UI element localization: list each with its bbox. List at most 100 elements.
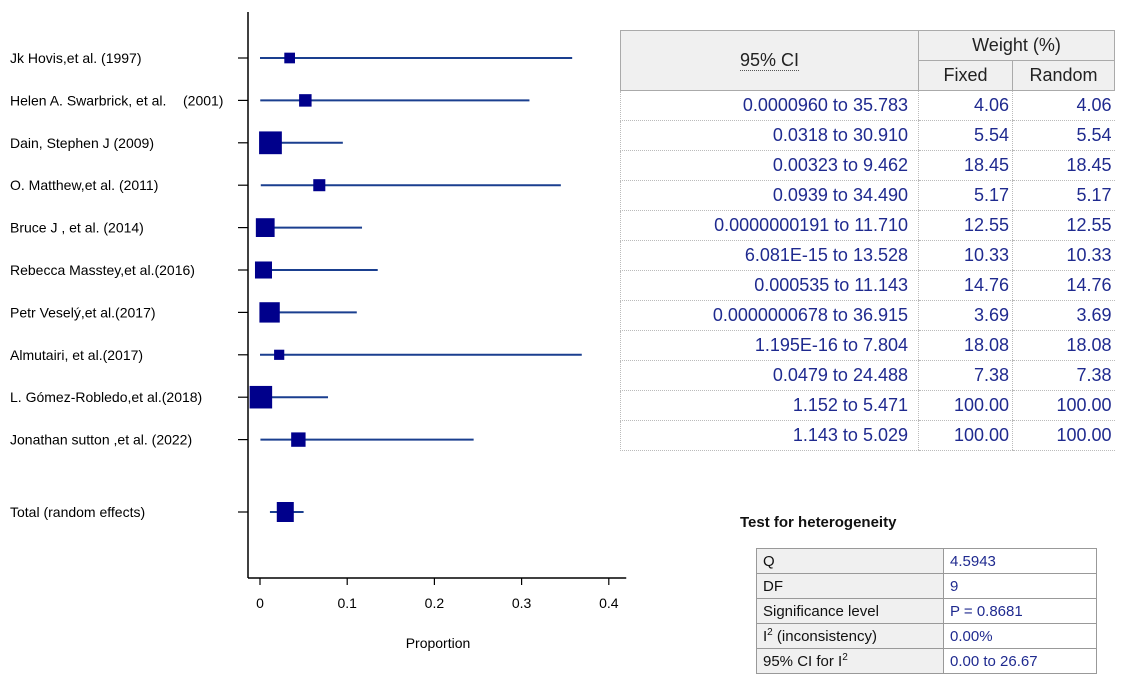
heterogeneity-row: Q 4.5943 bbox=[756, 548, 1097, 574]
study-marker bbox=[255, 218, 275, 237]
ci-cell: 0.0479 to 24.488 bbox=[620, 360, 919, 391]
ci-table-row: 1.195E-16 to 7.804 18.08 18.08 bbox=[620, 330, 1115, 361]
random-weight-cell: 10.33 bbox=[1012, 240, 1115, 271]
random-weight-cell: 100.00 bbox=[1012, 390, 1115, 421]
study-label: Almutairi, et al.(2017) bbox=[10, 347, 143, 363]
random-weight-cell: 14.76 bbox=[1012, 270, 1115, 301]
fixed-weight-cell: 5.54 bbox=[918, 120, 1013, 151]
heterogeneity-table: Q 4.5943 DF 9 Significance level P = 0.8681 I2… bbox=[756, 548, 1097, 674]
study-marker bbox=[259, 131, 282, 155]
ci-table-row: 0.000535 to 11.143 14.76 14.76 bbox=[620, 270, 1115, 301]
heterogeneity-label: Q bbox=[756, 548, 944, 574]
random-weight-cell: 5.54 bbox=[1012, 120, 1115, 151]
fixed-weight-cell: 100.00 bbox=[918, 390, 1013, 421]
heterogeneity-title: Test for heterogeneity bbox=[740, 514, 897, 531]
random-column-header: Random bbox=[1012, 60, 1115, 91]
ci-table-row: 0.0318 to 30.910 5.54 5.54 bbox=[620, 120, 1115, 151]
heterogeneity-value: 4.5943 bbox=[943, 548, 1097, 574]
heterogeneity-row: Significance level P = 0.8681 bbox=[756, 598, 1097, 624]
heterogeneity-value: 9 bbox=[943, 573, 1097, 599]
random-weight-cell: 12.55 bbox=[1012, 210, 1115, 241]
ci-cell: 0.0939 to 34.490 bbox=[620, 180, 919, 211]
ci-cell: 0.0000000191 to 11.710 bbox=[620, 210, 919, 241]
study-label: Bruce J , et al. (2014) bbox=[10, 220, 144, 236]
total-label: Total (random effects) bbox=[10, 504, 145, 520]
study-marker bbox=[254, 261, 273, 279]
study-label-year: (2001) bbox=[183, 92, 223, 108]
random-weight-cell: 18.08 bbox=[1012, 330, 1115, 361]
random-weight-cell: 7.38 bbox=[1012, 360, 1115, 391]
heterogeneity-label: I2 (inconsistency) bbox=[756, 623, 944, 649]
ci-cell: 0.0000000678 to 36.915 bbox=[620, 300, 919, 331]
random-weight-cell: 18.45 bbox=[1012, 150, 1115, 181]
x-tick-label: 0.3 bbox=[512, 595, 532, 611]
ci-cell: 0.0318 to 30.910 bbox=[620, 120, 919, 151]
fixed-weight-cell: 18.08 bbox=[918, 330, 1013, 361]
heterogeneity-value: P = 0.8681 bbox=[943, 598, 1097, 624]
x-tick-label: 0.4 bbox=[599, 595, 619, 611]
heterogeneity-label: DF bbox=[756, 573, 944, 599]
fixed-weight-cell: 100.00 bbox=[918, 420, 1013, 451]
study-marker bbox=[249, 385, 273, 409]
random-weight-cell: 4.06 bbox=[1012, 90, 1115, 121]
ci-cell: 6.081E-15 to 13.528 bbox=[620, 240, 919, 271]
x-tick-label: 0.2 bbox=[425, 595, 445, 611]
ci-table-row: 1.152 to 5.471 100.00 100.00 bbox=[620, 390, 1115, 421]
ci-table-row: 0.0000000678 to 36.915 3.69 3.69 bbox=[620, 300, 1115, 331]
fixed-weight-cell: 14.76 bbox=[918, 270, 1013, 301]
study-label: Rebecca Masstey,et al.(2016) bbox=[10, 262, 195, 278]
ci-cell: 1.195E-16 to 7.804 bbox=[620, 330, 919, 361]
study-label: Petr Veselý,et al.(2017) bbox=[10, 304, 156, 320]
random-weight-cell: 5.17 bbox=[1012, 180, 1115, 211]
study-marker bbox=[299, 94, 312, 107]
ci-table-row: 0.0000000191 to 11.710 12.55 12.55 bbox=[620, 210, 1115, 241]
ci-cell: 1.152 to 5.471 bbox=[620, 390, 919, 421]
ci-table-row: 6.081E-15 to 13.528 10.33 10.33 bbox=[620, 240, 1115, 271]
study-marker bbox=[284, 52, 295, 64]
ci-cell: 0.00323 to 9.462 bbox=[620, 150, 919, 181]
random-weight-cell: 100.00 bbox=[1012, 420, 1115, 451]
study-label: Helen A. Swarbrick, et al. bbox=[10, 92, 166, 108]
study-marker bbox=[259, 302, 280, 323]
ci-cell: 0.0000960 to 35.783 bbox=[620, 90, 919, 121]
weight-column-header: Weight (%) bbox=[918, 30, 1115, 61]
heterogeneity-value: 0.00% bbox=[943, 623, 1097, 649]
forest-plot: Jk Hovis,et al. (1997) Helen A. Swarbrick… bbox=[10, 12, 627, 651]
fixed-weight-cell: 7.38 bbox=[918, 360, 1013, 391]
x-tick-label: 0 bbox=[256, 595, 264, 611]
ci-column-header: 95% CI bbox=[620, 30, 919, 91]
x-axis-label: Proportion bbox=[406, 635, 471, 651]
ci-cell: 0.000535 to 11.143 bbox=[620, 270, 919, 301]
fixed-weight-cell: 5.17 bbox=[918, 180, 1013, 211]
study-marker bbox=[313, 179, 326, 192]
ci-table-row: 0.00323 to 9.462 18.45 18.45 bbox=[620, 150, 1115, 181]
ci-cell: 1.143 to 5.029 bbox=[620, 420, 919, 451]
study-label: Dain, Stephen J (2009) bbox=[10, 135, 154, 151]
fixed-weight-cell: 3.69 bbox=[918, 300, 1013, 331]
fixed-weight-cell: 12.55 bbox=[918, 210, 1013, 241]
ci-table-row: 0.0939 to 34.490 5.17 5.17 bbox=[620, 180, 1115, 211]
study-marker bbox=[291, 432, 306, 447]
heterogeneity-row: DF 9 bbox=[756, 573, 1097, 599]
study-label: O. Matthew,et al. (2011) bbox=[10, 177, 158, 193]
heterogeneity-label: Significance level bbox=[756, 598, 944, 624]
ci-table-row: 0.0479 to 24.488 7.38 7.38 bbox=[620, 360, 1115, 391]
ci-table-row: 1.143 to 5.029 100.00 100.00 bbox=[620, 420, 1115, 451]
heterogeneity-value: 0.00 to 26.67 bbox=[943, 648, 1097, 674]
study-label: L. Gómez-Robledo,et al.(2018) bbox=[10, 389, 202, 405]
heterogeneity-row: I2 (inconsistency) 0.00% bbox=[756, 623, 1097, 649]
random-weight-cell: 3.69 bbox=[1012, 300, 1115, 331]
study-label: Jk Hovis,et al. (1997) bbox=[10, 50, 142, 66]
heterogeneity-label: 95% CI for I2 bbox=[756, 648, 944, 674]
fixed-column-header: Fixed bbox=[918, 60, 1013, 91]
ci-weight-table: 95% CI Weight (%) Fixed Random 0.0000960… bbox=[620, 30, 1115, 451]
heterogeneity-row: 95% CI for I2 0.00 to 26.67 bbox=[756, 648, 1097, 674]
total-marker bbox=[276, 502, 294, 522]
study-marker bbox=[274, 349, 285, 360]
ci-table-row: 0.0000960 to 35.783 4.06 4.06 bbox=[620, 90, 1115, 121]
fixed-weight-cell: 4.06 bbox=[918, 90, 1013, 121]
fixed-weight-cell: 18.45 bbox=[918, 150, 1013, 181]
study-label: Jonathan sutton ,et al. (2022) bbox=[10, 432, 192, 448]
fixed-weight-cell: 10.33 bbox=[918, 240, 1013, 271]
x-tick-label: 0.1 bbox=[337, 595, 357, 611]
